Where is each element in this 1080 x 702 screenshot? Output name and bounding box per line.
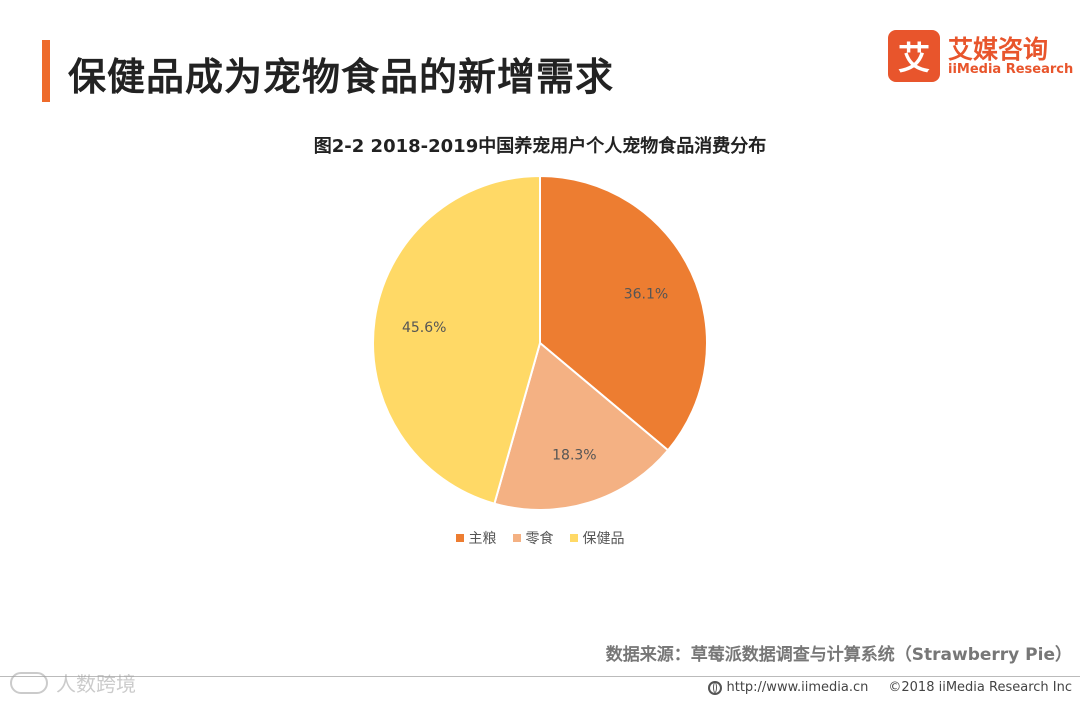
title-accent-bar [42,40,50,102]
pie-slice-2 [372,174,541,505]
brand: 艾 艾媒咨询 iiMedia Research [888,30,1073,82]
brand-name: 艾媒咨询 [948,35,1049,64]
legend-swatch [512,534,521,542]
legend-label: 零食 [525,531,554,547]
brand-subtitle: iiMedia Research [948,62,1074,77]
legend-label: 主粮 [468,531,497,547]
pie-data-label-1: 18.3% [552,448,596,464]
watermark: 人数跨境 [10,668,136,697]
footer-divider [0,676,1080,677]
legend-swatch [569,534,578,542]
pie-slice-0 [539,174,708,452]
watermark-text: 人数跨境 [56,672,136,696]
pie-slice-1 [493,341,670,511]
legend-item-2: 保健品 [569,528,625,548]
legend-label: 保健品 [582,531,625,547]
legend-swatch [455,534,464,542]
globe-icon [708,680,723,695]
pie-chart: 36.1% 18.3% 45.6% [372,174,708,511]
legend-item-0: 主粮 [455,528,497,548]
watermark-logo-icon [10,671,48,694]
pie-data-label-0: 36.1% [624,287,668,303]
legend-item-1: 零食 [512,528,554,548]
footer: http://www.iimedia.cn ©2018 iiMedia Rese… [708,680,1072,695]
brand-logo-icon: 艾 [888,30,940,82]
page-title: 保健品成为宠物食品的新增需求 [68,55,615,99]
chart-title: 图2-2 2018-2019中国养宠用户个人宠物食品消费分布 [313,136,767,157]
pie-data-label-2: 45.6% [402,320,446,336]
footer-copyright: ©2018 iiMedia Research Inc [888,680,1072,695]
footer-url[interactable]: http://www.iimedia.cn [726,680,869,695]
chart-legend: 主粮 零食 保健品 [0,528,1080,548]
data-source: 数据来源：草莓派数据调查与计算系统（Strawberry Pie） [605,645,1072,665]
